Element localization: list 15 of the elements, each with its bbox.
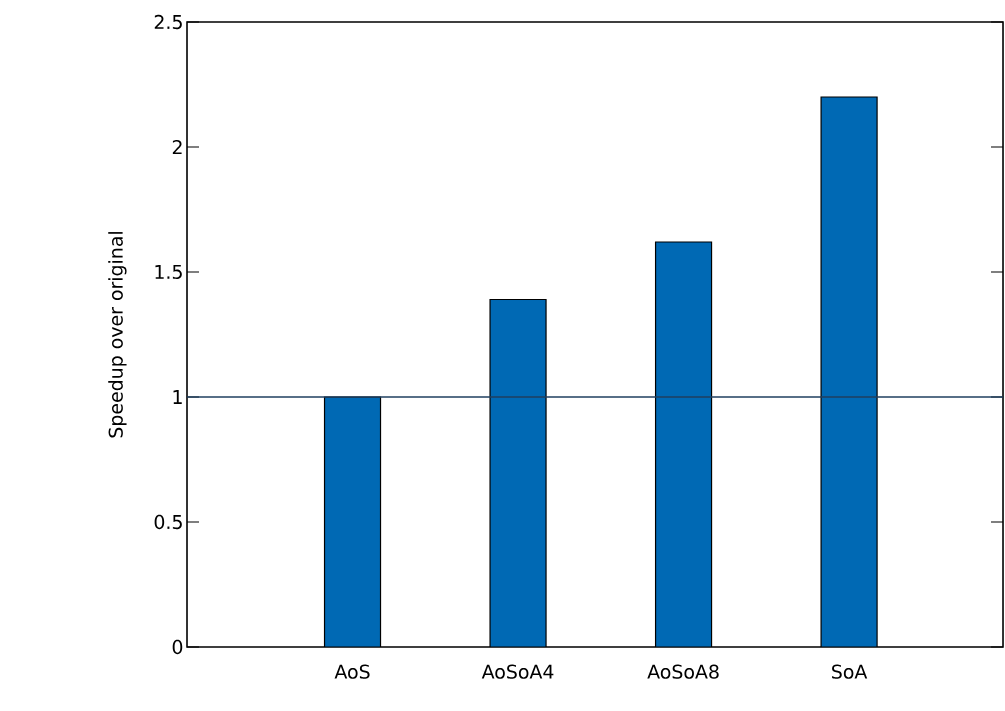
y-tick-label: 0.5 [154, 514, 182, 530]
y-tick-label: 2.5 [154, 14, 182, 30]
y-tick-label: 1.5 [155, 264, 182, 280]
bar [654, 241, 713, 647]
bar [489, 298, 547, 647]
x-tick-label: AoSoA4 [481, 664, 554, 679]
x-tick-label: SoA [832, 664, 868, 679]
x-tick-label: AoSoA8 [647, 664, 719, 679]
y-axis-title: Speedup over original [108, 232, 127, 438]
y-tick-label: 0 [172, 639, 183, 655]
bar [820, 96, 878, 647]
x-tick-label: AoS [334, 664, 370, 679]
y-tick-label: 1 [173, 390, 182, 404]
y-tick-label: 2 [172, 139, 182, 155]
bar [323, 396, 382, 647]
